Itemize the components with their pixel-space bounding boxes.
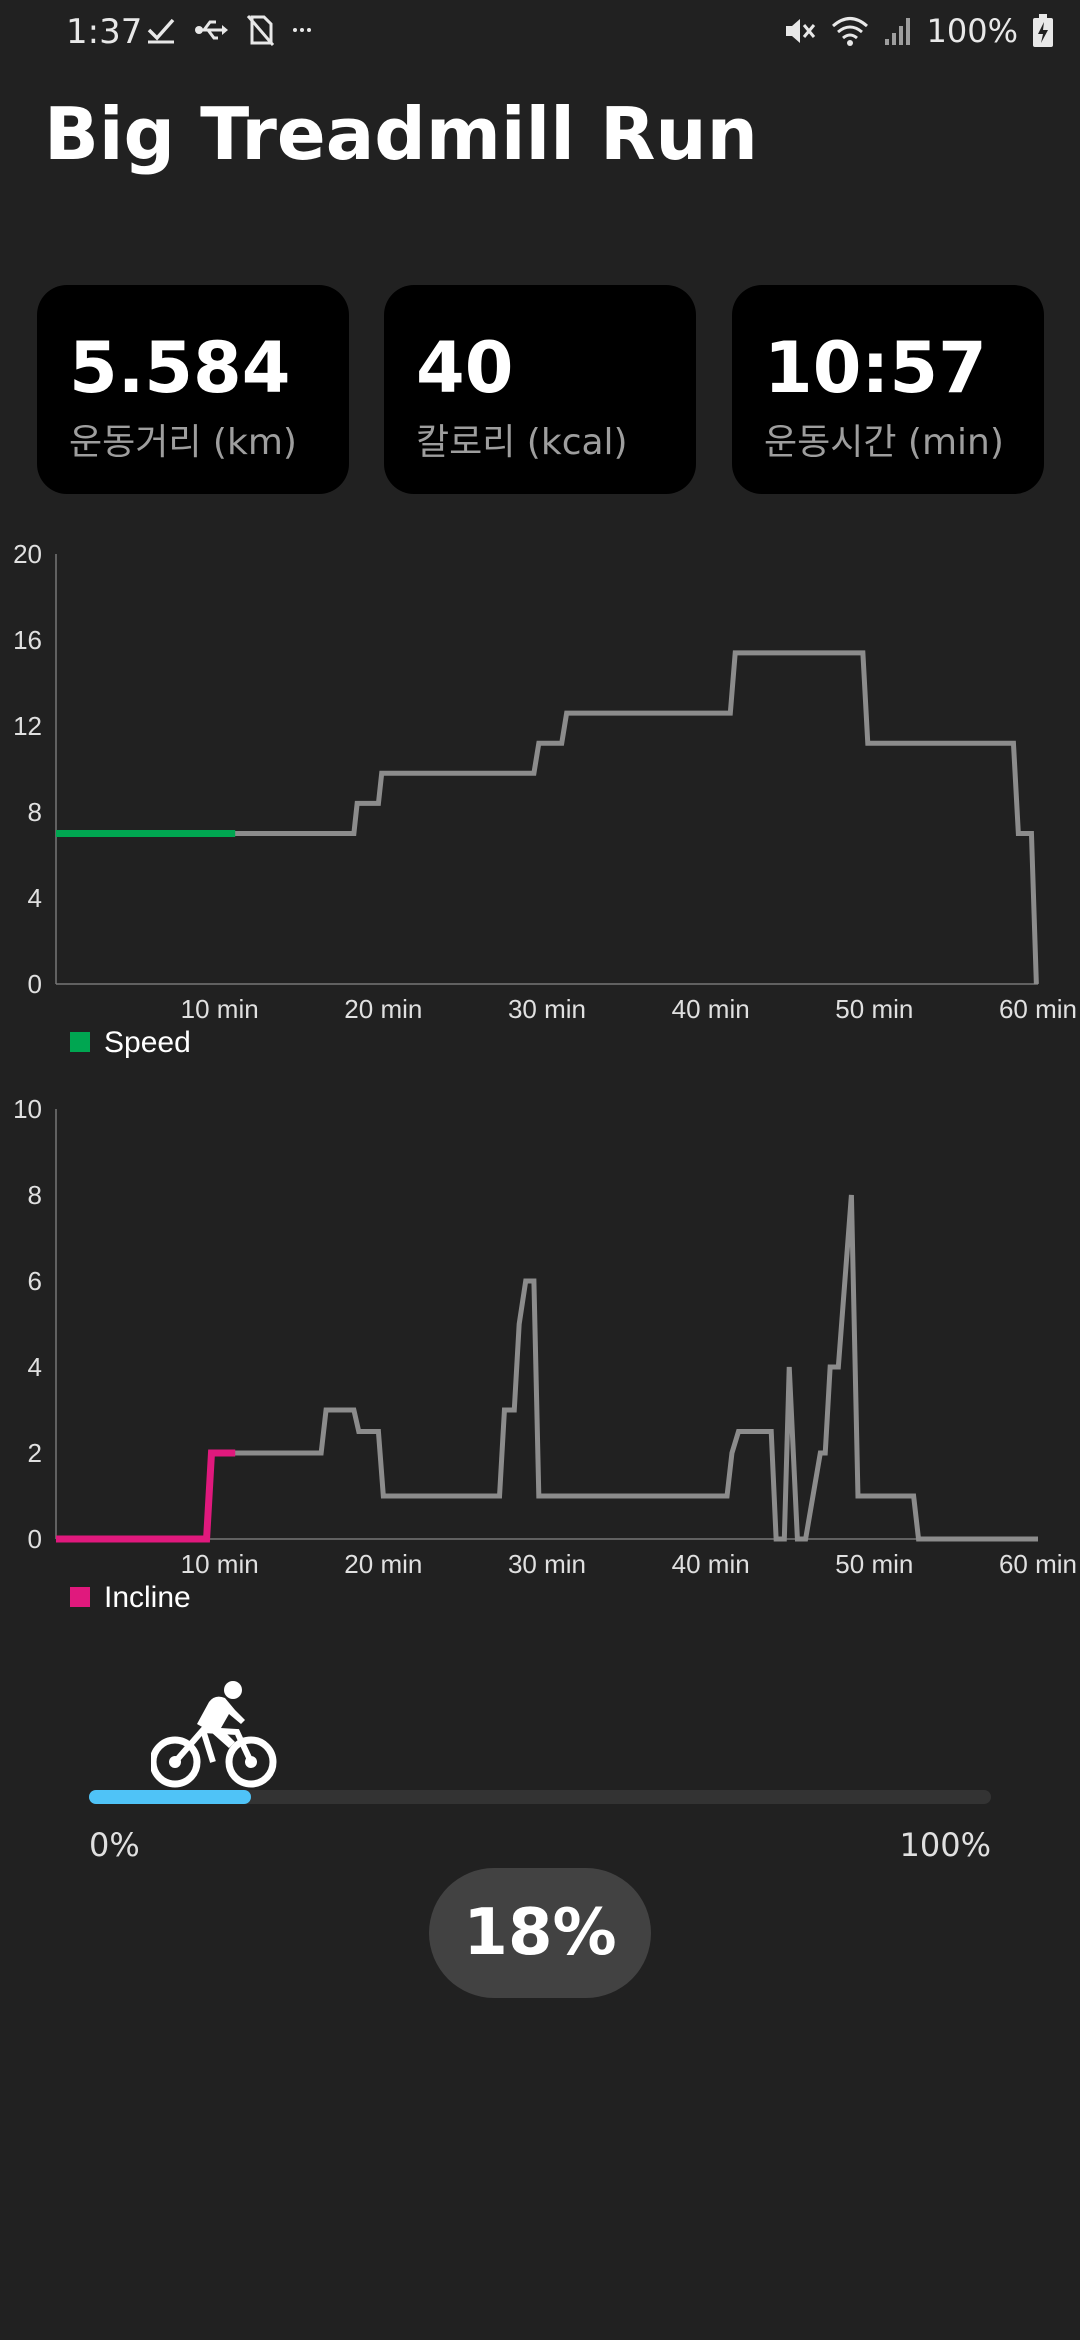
incline-x-tick-label: 50 min bbox=[835, 1549, 913, 1579]
usb-icon bbox=[194, 18, 228, 42]
speed-x-tick-label: 40 min bbox=[672, 994, 750, 1024]
page-title: Big Treadmill Run bbox=[44, 92, 758, 176]
status-left-icons bbox=[146, 14, 312, 46]
more-dots-icon bbox=[292, 25, 312, 35]
incline-x-tick-label: 30 min bbox=[508, 1549, 586, 1579]
incline-y-tick-label: 8 bbox=[28, 1180, 42, 1210]
incline-x-tick-label: 40 min bbox=[672, 1549, 750, 1579]
speed-legend-label: Speed bbox=[104, 1026, 191, 1059]
incline-x-tick-label: 20 min bbox=[344, 1549, 422, 1579]
stat-card-calories: 40 칼로리 (kcal) bbox=[384, 285, 696, 494]
progress-track bbox=[89, 1790, 991, 1804]
time-label: 운동시간 (min) bbox=[764, 422, 1004, 463]
speed-y-tick-label: 4 bbox=[28, 883, 42, 913]
progress-min-label: 0% bbox=[89, 1826, 140, 1864]
incline-y-tick-label: 10 bbox=[13, 1095, 42, 1124]
status-right-icons: 100% bbox=[783, 12, 1054, 50]
time-value: 10:57 bbox=[764, 327, 987, 409]
battery-charging-icon bbox=[1032, 14, 1054, 48]
distance-value: 5.584 bbox=[69, 327, 291, 409]
mute-icon bbox=[783, 15, 817, 47]
incline-y-tick-label: 2 bbox=[28, 1438, 42, 1468]
speed-y-tick-label: 0 bbox=[28, 969, 42, 999]
status-time: 1:37 bbox=[66, 12, 143, 52]
speed-plan-line bbox=[56, 650, 1039, 985]
bicycle-rider-icon bbox=[149, 1680, 277, 1794]
incline-progress-line bbox=[56, 1449, 236, 1543]
incline-y-tick-label: 4 bbox=[28, 1352, 42, 1382]
calories-label: 칼로리 (kcal) bbox=[416, 422, 628, 463]
stats-cards: 5.584 운동거리 (km) 40 칼로리 (kcal) 10:57 운동시간… bbox=[37, 285, 1044, 494]
battery-percent: 100% bbox=[926, 12, 1018, 50]
wifi-icon bbox=[831, 15, 869, 47]
status-bar: 1:37 100% bbox=[0, 0, 1080, 68]
progress-percent: 18% bbox=[429, 1868, 651, 1998]
no-sim-icon bbox=[246, 14, 274, 46]
stat-card-time: 10:57 운동시간 (min) bbox=[732, 285, 1044, 494]
incline-x-tick-label: 60 min bbox=[999, 1549, 1077, 1579]
incline-legend-swatch bbox=[70, 1587, 90, 1607]
speed-x-tick-label: 50 min bbox=[835, 994, 913, 1024]
progress-bar bbox=[89, 1790, 991, 1804]
check-icon bbox=[146, 16, 176, 44]
signal-icon bbox=[883, 15, 913, 47]
speed-x-tick-label: 30 min bbox=[508, 994, 586, 1024]
incline-y-tick-label: 6 bbox=[28, 1266, 42, 1296]
incline-plan-line bbox=[56, 1194, 1038, 1542]
progress-max-label: 100% bbox=[899, 1826, 991, 1864]
incline-y-tick-label: 0 bbox=[28, 1524, 42, 1554]
speed-x-tick-label: 20 min bbox=[344, 994, 422, 1024]
incline-x-tick-label: 10 min bbox=[181, 1549, 259, 1579]
incline-chart-svg: 0 2 4 6 8 10 10 min 20 min 30 min 40 min 50 min 60 … bbox=[13, 1095, 1077, 1614]
distance-label: 운동거리 (km) bbox=[69, 422, 297, 463]
progress-fill bbox=[89, 1790, 251, 1804]
incline-chart: 0 2 4 6 8 10 10 min 20 min 30 min 40 min 50 min 60 … bbox=[0, 1095, 1080, 1625]
speed-y-tick-label: 8 bbox=[28, 797, 42, 827]
speed-y-tick-label: 20 bbox=[13, 540, 42, 569]
calories-value: 40 bbox=[416, 327, 514, 409]
incline-legend-label: Incline bbox=[104, 1581, 191, 1614]
speed-x-tick-label: 10 min bbox=[181, 994, 259, 1024]
speed-legend-swatch bbox=[70, 1032, 90, 1052]
speed-x-tick-label: 60 min bbox=[999, 994, 1077, 1024]
speed-y-tick-label: 16 bbox=[13, 625, 42, 655]
speed-chart: 0 4 8 12 16 20 10 min 20 min 30 min 40 min 50 min 6… bbox=[0, 540, 1080, 1070]
speed-chart-svg: 0 4 8 12 16 20 10 min 20 min 30 min 40 min 50 min 6… bbox=[13, 540, 1077, 1059]
stat-card-distance: 5.584 운동거리 (km) bbox=[37, 285, 349, 494]
speed-y-tick-label: 12 bbox=[13, 711, 42, 741]
